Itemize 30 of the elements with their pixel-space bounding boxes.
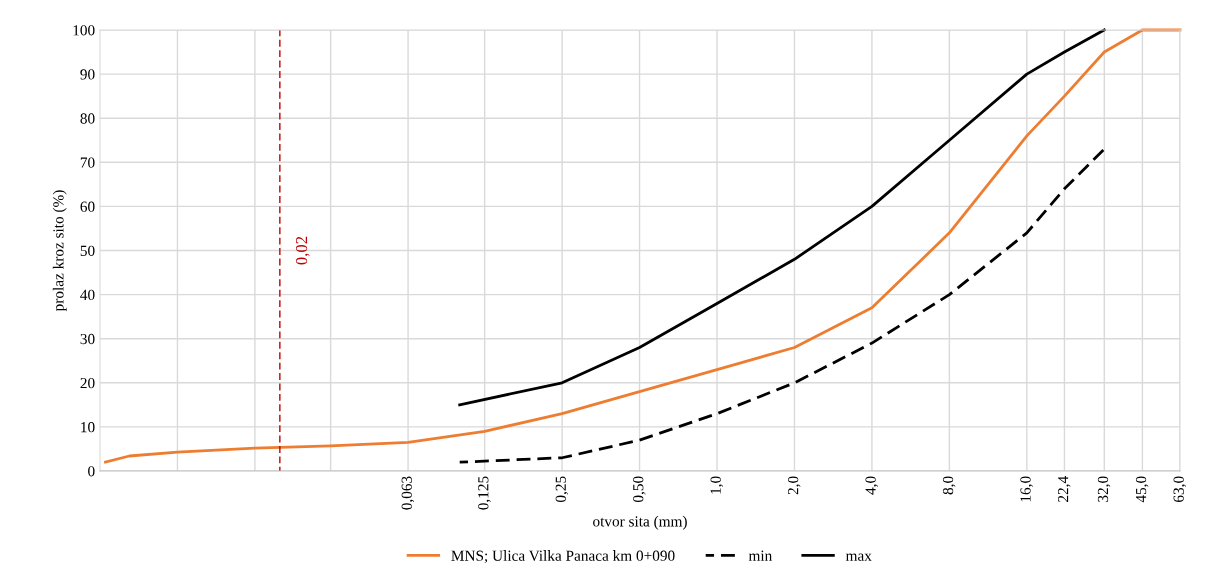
x-tick-label: 63,0: [1173, 476, 1187, 502]
x-tick-label: 4,0: [865, 476, 878, 495]
x-tick-label: 0,50: [633, 476, 646, 503]
x-tick-label: 8,0: [942, 476, 956, 495]
x-tick-label: 16,0: [1020, 476, 1033, 502]
y-tick-label: 40: [80, 289, 95, 301]
y-tick-label: 80: [80, 113, 95, 124]
x-tick-label: 0,125: [478, 476, 491, 510]
legend-label: MNS; Ulica Vilka Panaca km 0+090: [451, 550, 675, 564]
y-tick-label: 0: [88, 466, 95, 477]
x-tick-label: 2,0: [787, 476, 801, 495]
x-axis-title: otvor sita (mm): [593, 515, 687, 530]
x-tick-label: 0,063: [401, 476, 415, 510]
y-tick-label: 70: [80, 157, 95, 168]
y-tick-label: 50: [80, 245, 95, 256]
y-tick-label: 30: [80, 333, 95, 345]
x-tick-label: 0,25: [555, 476, 569, 503]
x-tick-label: 45,0: [1135, 476, 1149, 503]
legend-label: max: [845, 553, 872, 561]
x-tick-label: 22,4: [1058, 476, 1071, 502]
x-tick-label: 1,0: [710, 476, 724, 494]
ref-line-label: 0,02: [295, 236, 310, 265]
y-tick-label: 20: [80, 377, 95, 389]
y-tick-label: 60: [80, 201, 95, 212]
y-tick-label: 100: [73, 25, 95, 36]
x-tick-label: 32,0: [1097, 476, 1111, 502]
legend-label: min: [748, 550, 773, 561]
y-tick-label: 10: [81, 422, 95, 433]
y-tick-label: 90: [80, 69, 95, 80]
y-axis-title: prolaz kroz sito (%): [52, 190, 67, 312]
